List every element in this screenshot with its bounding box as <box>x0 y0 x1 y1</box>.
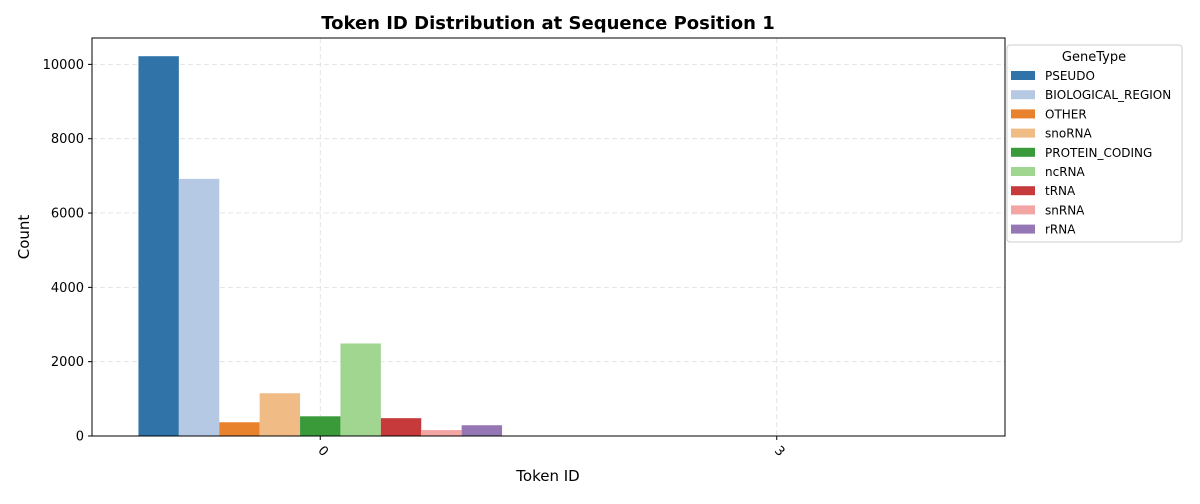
bar-other <box>219 422 260 436</box>
legend-swatch <box>1011 128 1035 138</box>
bar-biological-region <box>178 178 220 436</box>
legend-label: PROTEIN_CODING <box>1045 146 1152 160</box>
legend-label: ncRNA <box>1045 165 1086 179</box>
x-tick-label: 3 <box>771 443 787 459</box>
legend-frame <box>1006 44 1183 243</box>
legend-label: rRNA <box>1045 223 1076 237</box>
legend-swatch <box>1011 205 1035 215</box>
y-axis-label: Count <box>15 215 33 260</box>
bar-snorna <box>259 393 301 436</box>
legend-label: snRNA <box>1045 203 1085 217</box>
legend-label: tRNA <box>1045 184 1076 198</box>
legend-swatch <box>1011 71 1035 80</box>
plot-frame <box>91 37 1006 437</box>
grid-layer <box>92 38 1005 437</box>
chart-title: Token ID Distribution at Sequence Positi… <box>321 13 775 34</box>
bar-rrna <box>461 425 503 436</box>
legend-label: BIOLOGICAL_REGION <box>1045 88 1171 102</box>
x-tick-label: 0 <box>314 443 330 459</box>
legend-swatch <box>1011 90 1035 100</box>
y-tick-label: 10000 <box>43 58 84 73</box>
legend-swatch <box>1011 147 1035 157</box>
legend-swatch <box>1011 224 1035 234</box>
bar-pseudo <box>138 56 179 437</box>
legend-swatch <box>1011 186 1035 196</box>
legend-swatch <box>1011 167 1035 176</box>
y-tick-label: 4000 <box>51 281 84 296</box>
y-tick-label: 0 <box>76 430 84 445</box>
bar-protein-coding <box>300 416 341 436</box>
legend-label: snoRNA <box>1045 127 1093 141</box>
legend-label: OTHER <box>1045 107 1087 121</box>
bar-ncrna <box>340 343 381 436</box>
legend-title: GeneType <box>1062 50 1126 65</box>
y-tick-label: 2000 <box>51 355 84 370</box>
legend-items: PSEUDO BIOLOGICAL_REGION OTHER snoRNA PROTEI… <box>1011 69 1171 237</box>
legend-label: PSEUDO <box>1045 69 1095 83</box>
y-tick-label: 6000 <box>51 207 84 222</box>
bar-trna <box>380 418 422 436</box>
y-tick-label: 8000 <box>51 132 84 147</box>
legend-swatch <box>1011 109 1035 119</box>
bar-layer <box>138 56 503 437</box>
bar-snrna <box>421 430 462 436</box>
x-axis-label: Token ID <box>515 467 579 485</box>
legend: GeneType PSEUDO BIOLOGICAL_REGION OTHER sno… <box>1006 44 1183 243</box>
